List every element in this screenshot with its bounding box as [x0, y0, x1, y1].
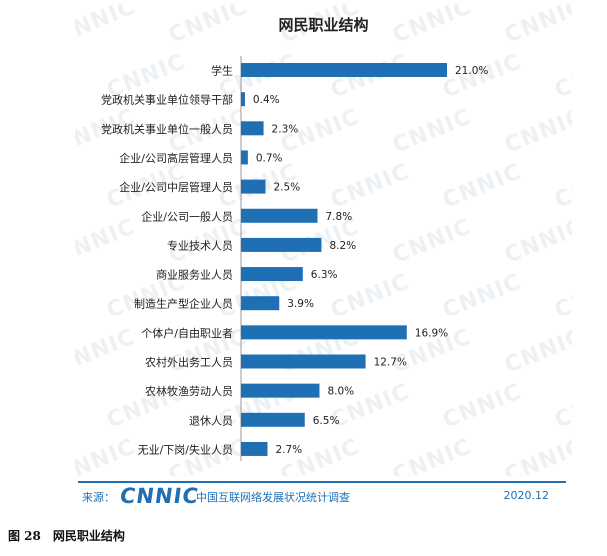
bar: [241, 150, 248, 165]
chart-title: 网民职业结构: [278, 16, 369, 34]
category-label: 学生: [211, 64, 233, 78]
category-label: 农村外出务工人员: [145, 355, 233, 369]
value-label: 6.5%: [313, 415, 340, 427]
bar: [241, 412, 305, 427]
value-label: 21.0%: [455, 65, 488, 77]
category-label: 党政机关事业单位一般人员: [101, 122, 233, 136]
value-label: 2.7%: [275, 444, 302, 456]
value-label: 3.9%: [287, 298, 314, 310]
source-date: 2020.12: [503, 489, 550, 502]
value-label: 0.4%: [253, 94, 280, 106]
bar: [241, 121, 264, 136]
category-label: 企业/公司中层管理人员: [119, 180, 233, 194]
figure-caption: 图 28 网民职业结构: [8, 529, 125, 543]
bar: [241, 179, 266, 194]
category-label: 商业服务业人员: [156, 268, 233, 282]
bar: [241, 383, 320, 398]
category-label: 无业/下岗/失业人员: [138, 443, 233, 456]
category-label: 党政机关事业单位领导干部: [101, 93, 233, 107]
value-label: 6.3%: [311, 269, 338, 281]
bar: [241, 208, 318, 223]
footer-divider: [78, 481, 566, 483]
bar: [241, 92, 245, 107]
category-label: 个体户/自由职业者: [141, 326, 233, 340]
source-organization: 中国互联网络发展状况统计调查: [196, 491, 350, 504]
category-label: 农林牧渔劳动人员: [145, 384, 233, 398]
bar: [241, 441, 268, 456]
category-label: 专业技术人员: [167, 238, 233, 252]
value-label: 8.2%: [329, 240, 356, 252]
value-label: 0.7%: [256, 152, 283, 164]
chart-frame: [75, 4, 572, 514]
value-label: 16.9%: [415, 327, 448, 339]
value-label: 2.3%: [272, 123, 299, 135]
category-label: 退休人员: [189, 414, 233, 427]
value-label: 8.0%: [327, 386, 354, 398]
bar: [241, 63, 447, 77]
category-label: 企业/公司一般人员: [141, 209, 233, 223]
source-label: 来源：: [82, 491, 115, 504]
value-label: 12.7%: [374, 357, 407, 369]
cnnic-logo: CNNIC: [118, 484, 201, 508]
category-label: 制造生产型企业人员: [134, 297, 233, 311]
bar: [241, 267, 303, 282]
bar: [241, 325, 407, 340]
bar: [241, 354, 366, 369]
category-label: 企业/公司高层管理人员: [119, 151, 233, 165]
bar: [241, 296, 280, 311]
value-label: 7.8%: [326, 211, 353, 223]
value-label: 2.5%: [274, 182, 301, 194]
bar: [241, 237, 322, 252]
